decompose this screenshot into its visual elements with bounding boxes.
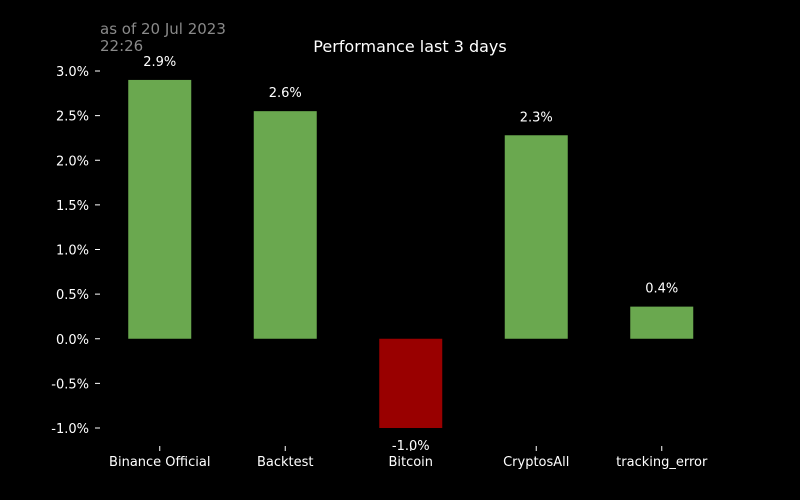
x-tick-label: tracking_error xyxy=(616,455,708,470)
x-tick-label: Binance Official xyxy=(109,455,210,470)
bars xyxy=(128,79,694,428)
y-tick-label: 0.5% xyxy=(56,288,89,303)
data-label: -1.0% xyxy=(392,439,430,454)
bar-binance-official xyxy=(128,79,192,339)
y-tick-label: 3.0% xyxy=(56,65,89,80)
x-tick-label: CryptosAll xyxy=(503,455,569,470)
x-axis: Binance Official Backtest Bitcoin CryptosAl… xyxy=(109,446,708,470)
y-axis: -1.0% -0.5% 0.0% 0.5% 1.0% 1.5% 2.0% 2.5% 3.0% xyxy=(51,65,100,437)
data-label: 2.6% xyxy=(269,86,302,101)
x-tick-label: Bitcoin xyxy=(388,455,433,470)
data-label: 2.9% xyxy=(143,55,176,70)
bar-bitcoin xyxy=(379,338,443,428)
bar-cryptosall xyxy=(504,135,568,339)
y-tick-label: 1.5% xyxy=(56,199,89,214)
bar-tracking-error xyxy=(630,306,694,339)
chart-title: Performance last 3 days xyxy=(313,37,506,56)
y-tick-label: 2.5% xyxy=(56,110,89,125)
y-tick-label: 0.0% xyxy=(56,333,89,348)
timestamp: as of 20 Jul 2023 22:26 xyxy=(100,20,226,55)
data-label: 0.4% xyxy=(645,282,678,297)
bar-backtest xyxy=(253,111,317,339)
y-tick-label: -1.0% xyxy=(51,422,89,437)
y-tick-label: 1.0% xyxy=(56,244,89,259)
data-label: 2.3% xyxy=(520,110,553,125)
y-tick-label: 2.0% xyxy=(56,154,89,169)
data-labels: 2.9% 2.6% -1.0% 2.3% 0.4% xyxy=(143,55,678,454)
y-tick-label: -0.5% xyxy=(51,377,89,392)
x-tick-label: Backtest xyxy=(257,455,314,470)
